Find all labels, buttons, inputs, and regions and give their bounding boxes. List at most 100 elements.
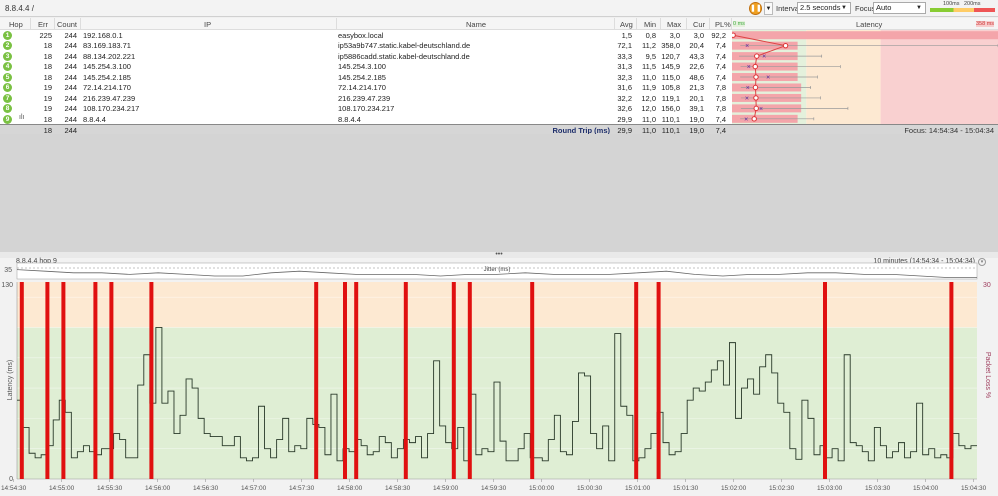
x-tick-label: 15:02:30 — [769, 485, 795, 492]
hop-row[interactable]: 8 19 244 108.170.234.217 108.170.234.217 32,6… — [0, 103, 732, 114]
cell-ip: 72.14.214.170 — [83, 83, 131, 93]
table-footer: 18 244 Round Trip (ms) 29,9 11,0 110,1 1… — [0, 124, 998, 135]
cell-min: 11,0 — [641, 114, 656, 124]
packet-loss-marker — [403, 282, 408, 479]
packet-loss-marker — [634, 282, 639, 479]
pause-button[interactable]: ❚❚ — [749, 2, 762, 15]
y-axis-bottom-label: 0 — [9, 476, 13, 483]
cell-err: 19 — [43, 93, 52, 103]
focus-value: Auto — [876, 3, 892, 12]
avg-marker — [732, 32, 736, 38]
packet-loss-marker — [109, 282, 114, 479]
cell-pl: 7,8 — [715, 104, 726, 114]
column-divider[interactable] — [709, 18, 710, 30]
footer-err: 18 — [43, 126, 52, 135]
cell-name: 108.170.234.217 — [338, 104, 395, 114]
col-latency[interactable]: Latency — [856, 20, 883, 29]
focus-select[interactable]: Auto ▼ — [873, 2, 926, 14]
cell-cur: 19,0 — [689, 114, 704, 124]
hop-row[interactable]: 6 19 244 72.14.214.170 72.14.214.170 31,6 11,9… — [0, 82, 732, 93]
col-cur[interactable]: Cur — [693, 20, 706, 29]
hop-row[interactable]: 2 18 244 83.169.183.71 ip53a9b747.static.kab… — [0, 40, 732, 51]
interval-label: Interval — [776, 4, 801, 13]
hop-number-badge: 4 — [3, 62, 12, 72]
hop-row[interactable]: 9 ılı 18 244 8.8.4.4 8.8.4.4 29,9 11,0 110,1 19,0… — [0, 114, 732, 125]
cell-min: 11,2 — [641, 41, 656, 51]
x-tick-label: 15:02:00 — [721, 485, 747, 492]
legend-100-label: 100ms — [943, 1, 960, 7]
footer-count: 244 — [64, 126, 77, 135]
cell-min: 12,0 — [641, 104, 656, 114]
cell-max: 110,1 — [661, 114, 680, 124]
cell-cur: 21,3 — [689, 83, 704, 93]
cell-err: 18 — [43, 41, 52, 51]
x-tick-label: 14:54:30 — [1, 485, 27, 492]
avg-marker — [753, 95, 759, 101]
hop-row[interactable]: 4 18 244 145.254.3.100 145.254.3.100 31,3 11,5… — [0, 61, 732, 72]
range-options-icon[interactable]: ▾ — [978, 258, 986, 266]
focus-label: Focus — [855, 4, 876, 13]
hop-table: ××××××××× 1225244192.168.0.1easybox.loca… — [0, 30, 998, 124]
col-min[interactable]: Min — [644, 20, 657, 29]
col-avg[interactable]: Avg — [620, 20, 633, 29]
footer-cur: 19,0 — [689, 126, 704, 135]
interval-select[interactable]: 2.5 seconds ▼ — [797, 2, 851, 14]
hop-row[interactable]: 7 19 244 216.239.47.239 216.239.47.239 32,2 12… — [0, 93, 732, 104]
column-divider[interactable] — [686, 18, 687, 30]
interval-value: 2.5 seconds — [800, 3, 841, 12]
column-divider[interactable] — [80, 18, 81, 30]
column-divider[interactable] — [731, 18, 732, 30]
column-divider[interactable] — [614, 18, 615, 30]
current-marker: × — [745, 43, 749, 50]
x-tick-label: 15:01:00 — [625, 485, 651, 492]
hop-number-badge: 7 — [3, 93, 12, 103]
hop-number-badge: 9 — [3, 114, 12, 124]
col-max[interactable]: Max — [667, 20, 682, 29]
hop-row[interactable]: 3 18 244 88.134.202.221 ip5886cadd.static.ka… — [0, 51, 732, 62]
x-tick-label: 15:04:00 — [913, 485, 939, 492]
cell-avg: 29,9 — [617, 114, 632, 124]
cell-err: 18 — [43, 51, 52, 61]
col-hop[interactable]: Hop — [9, 20, 23, 29]
packet-loss-marker — [19, 282, 24, 479]
column-divider[interactable] — [336, 18, 337, 30]
cell-name: easybox.local — [338, 31, 384, 40]
packet-loss-marker — [343, 282, 347, 479]
col-name[interactable]: Name — [466, 20, 487, 29]
col-err[interactable]: Err — [38, 20, 48, 29]
cell-pl: 7,8 — [715, 93, 726, 103]
avg-marker — [752, 63, 758, 70]
col-pl[interactable]: PL% — [715, 20, 731, 29]
x-tick-label: 14:59:30 — [481, 485, 507, 492]
pause-dropdown-button[interactable]: ▼ — [764, 2, 773, 15]
target-title: 8.8.4.4 / — [5, 4, 34, 13]
col-ip[interactable]: IP — [204, 20, 212, 29]
jitter-label: Jitter (ms) — [484, 267, 511, 273]
round-trip-label: Round Trip (ms) — [552, 126, 611, 135]
column-divider[interactable] — [660, 18, 661, 30]
current-marker: × — [746, 85, 750, 92]
focus-range-text: Focus: 14:54:34 - 15:04:34 — [904, 126, 994, 135]
column-divider[interactable] — [30, 18, 31, 30]
column-divider[interactable] — [54, 18, 55, 30]
hop-row[interactable]: 1 225 244 192.168.0.1 easybox.local 1,5 0,8 3,0… — [0, 30, 732, 41]
footer-min: 11,0 — [641, 126, 656, 135]
x-tick-label: 15:03:30 — [865, 485, 891, 492]
cell-ip: 216.239.47.239 — [83, 93, 136, 103]
cell-name: 72.14.214.170 — [338, 83, 386, 93]
latency-zone — [17, 282, 977, 328]
cell-name: ip53a9b747.static.kabel-deutschland.de — [338, 41, 471, 51]
bar-chart-icon[interactable]: ılı — [19, 113, 25, 121]
toolbar: 8.8.4.4 / ❚❚ ▼ Interval 2.5 seconds ▼ Foc… — [0, 0, 998, 17]
cell-min: 11,5 — [641, 62, 656, 72]
col-count[interactable]: Count — [57, 20, 78, 29]
column-divider[interactable] — [636, 18, 637, 30]
current-marker: × — [745, 95, 749, 102]
hop-number-badge: 2 — [3, 41, 12, 51]
panel-splitter[interactable]: ••• — [0, 251, 998, 258]
packet-loss-marker — [93, 282, 98, 479]
cell-avg: 31,6 — [617, 83, 632, 93]
hop-row[interactable]: 5 18 244 145.254.2.185 145.254.2.185 32,3 11,0… — [0, 72, 732, 83]
footer-avg: 29,9 — [617, 126, 632, 135]
cell-avg: 32,3 — [617, 72, 632, 82]
